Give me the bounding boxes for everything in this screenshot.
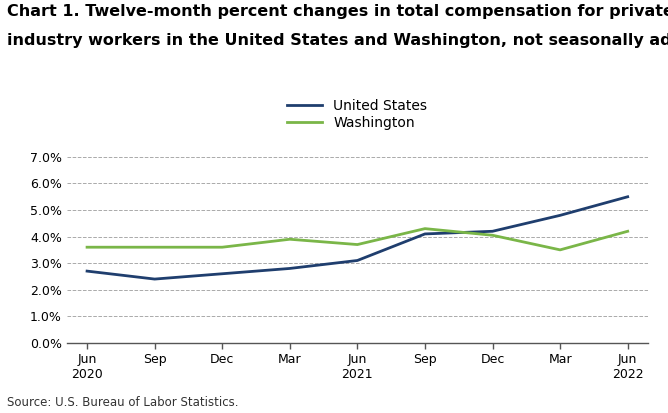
Washington: [83, 245, 91, 250]
Washington: [624, 229, 632, 234]
United States: [83, 268, 91, 273]
Washington: [151, 245, 159, 250]
United States: [488, 229, 496, 234]
United States: [218, 271, 226, 276]
United States: [421, 231, 429, 236]
United States: [353, 258, 361, 263]
Text: Source: U.S. Bureau of Labor Statistics.: Source: U.S. Bureau of Labor Statistics.: [7, 396, 238, 409]
Washington: [353, 242, 361, 247]
Washington: [286, 237, 294, 242]
Washington: [556, 247, 564, 252]
Washington: [421, 226, 429, 231]
United States: [151, 277, 159, 282]
Text: industry workers in the United States and Washington, not seasonally adjusted: industry workers in the United States an…: [7, 33, 668, 48]
Legend: United States, Washington: United States, Washington: [282, 93, 433, 136]
United States: [286, 266, 294, 271]
Washington: [488, 233, 496, 238]
Washington: [218, 245, 226, 250]
United States: [624, 194, 632, 199]
Line: Washington: Washington: [87, 229, 628, 250]
United States: [556, 213, 564, 218]
Text: Chart 1. Twelve-month percent changes in total compensation for private: Chart 1. Twelve-month percent changes in…: [7, 4, 668, 19]
Line: United States: United States: [87, 197, 628, 279]
